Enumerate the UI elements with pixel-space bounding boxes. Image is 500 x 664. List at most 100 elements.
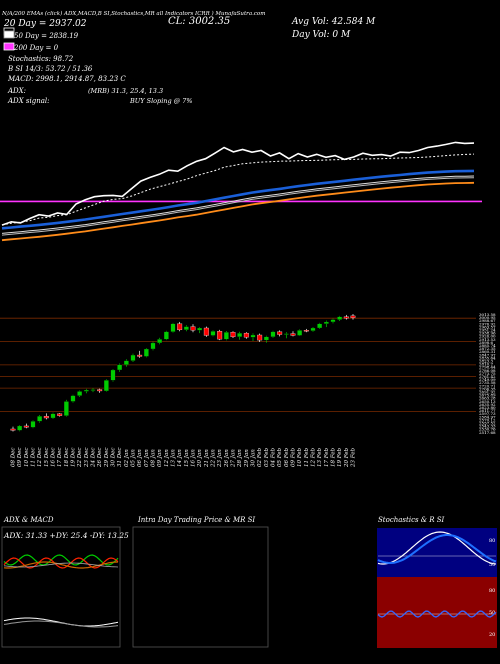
candle-body <box>43 415 49 419</box>
adx-panel-readout: ADX: 31.33 +DY: 25.4 -DY: 13.25 <box>3 531 129 540</box>
ema-orange-line <box>1 181 475 242</box>
macd-readout: MACD: 2998.1, 2914.87, 83.23 C <box>7 75 126 83</box>
candle-body <box>177 323 183 331</box>
date-tick-label: 17 Dec <box>57 448 63 468</box>
ma20-dotted-line <box>1 153 475 226</box>
price-tick-label: 2570.12 <box>479 417 496 422</box>
date-tick-label: 12 Jan <box>164 449 170 467</box>
candle-body <box>57 413 63 416</box>
date-tick-label: 12 Feb <box>311 447 317 467</box>
adx-label: ADX: <box>7 87 26 95</box>
date-tick-label: 11 Feb <box>304 447 310 467</box>
candle-body <box>123 360 129 365</box>
indicator-lines <box>3 531 497 628</box>
candle-body <box>23 425 29 428</box>
date-tick-label: 07 Jan <box>144 449 150 467</box>
price-tick-label: 2860.31 <box>479 349 496 354</box>
header-links: N/A/200 EMAs (click) ADX,MACD,B SI,Stoch… <box>1 10 265 17</box>
price-tick-label: 2926.00 <box>479 334 496 339</box>
price-tick-label: 2872.35 <box>479 346 496 351</box>
date-tick-label: 16 Jan <box>191 449 197 467</box>
candle-body <box>277 331 283 335</box>
date-tick-label: 15 Dec <box>44 448 50 468</box>
ma50-swatch <box>3 30 15 39</box>
buy-signal: BUY Sloping @ 7% <box>129 97 193 105</box>
price-tick-label: 2584.97 <box>479 414 496 419</box>
adx-panel-title: ADX & MACD <box>3 516 54 524</box>
date-tick-label: 19 Dec <box>71 448 77 468</box>
price-tick-label: 3013.58 <box>479 312 496 317</box>
date-tick-label: 13 Jan <box>171 449 177 467</box>
date-tick-label: 05 Feb <box>277 447 283 467</box>
date-tick-label: 17 Feb <box>324 447 330 467</box>
rsi-tick-20: 20 <box>489 632 495 638</box>
bsi-readout: B SI 14/3: 53.72 / 51.36 <box>7 65 93 73</box>
candle-body <box>243 332 249 338</box>
stoch-k-line <box>377 531 497 565</box>
price-tick-label: 2635.92 <box>479 402 496 407</box>
candle-body <box>330 319 336 323</box>
ma20-readout: 20 Day = 2937.02 <box>3 19 87 29</box>
price-tick-label: 2691.92 <box>479 390 496 395</box>
price-tick-label: 2847.97 <box>479 352 496 357</box>
avg-vol-readout: Avg Vol: 42.584 M <box>291 17 376 27</box>
rsi-tick-50: 50 <box>489 610 495 616</box>
candle-body <box>63 401 69 416</box>
price-tick-label: 2675.89 <box>479 393 496 398</box>
candle-body <box>297 330 303 336</box>
price-tick-label: 2720.71 <box>479 383 496 388</box>
price-tick-label: 2663.28 <box>479 396 496 401</box>
date-tick-label: 23 Feb <box>351 447 357 468</box>
candle-body <box>190 326 196 331</box>
candle-body <box>263 336 269 341</box>
date-tick-label: 10 Dec <box>24 448 30 468</box>
close-price-line <box>1 141 475 226</box>
date-tick-label: 23 Jan <box>217 449 223 468</box>
candle-body <box>197 327 203 331</box>
candle-body <box>90 389 96 391</box>
candle-body <box>270 331 276 338</box>
price-tick-label: 2885.74 <box>479 343 496 348</box>
date-tick-label: 19 Feb <box>337 447 343 467</box>
date-tick-label: 22 Jan <box>211 449 217 468</box>
candlesticks <box>10 314 356 432</box>
candle-body <box>290 333 296 336</box>
price-tick-label: 2706.35 <box>479 386 496 391</box>
price-tick-label: 2835.64 <box>479 355 496 360</box>
date-tick-label: 03 Feb <box>264 447 270 467</box>
candle-body <box>283 333 289 335</box>
date-tick-label: 06 Feb <box>284 447 290 467</box>
price-tick-label: 2823.3 <box>479 359 493 364</box>
plus-di-line <box>3 554 119 566</box>
price-gridlines <box>0 317 476 412</box>
candle-body <box>37 415 43 422</box>
ema-blue-line <box>1 169 475 230</box>
price-tick-label: 2517.68 <box>479 430 496 435</box>
stochastics-panel: Stochastics & R SI 80 50 20 80 50 20 <box>377 516 497 648</box>
ma200-swatch <box>3 42 15 51</box>
date-tick-label: 30 Jan <box>251 449 257 467</box>
price-tick-label: 2773.75 <box>479 371 496 376</box>
price-tick-label: 2611.77 <box>479 408 496 413</box>
candle-body <box>143 348 149 357</box>
day-vol-readout: Day Vol: 0 M <box>291 30 351 40</box>
date-tick-label: 05 Jan <box>131 449 137 467</box>
candle-body <box>183 326 189 331</box>
price-tick-label: 2786.08 <box>479 368 496 373</box>
price-tick-label: 2543.33 <box>479 424 496 429</box>
price-tick-label: 2938.96 <box>479 331 496 336</box>
price-tick-label: 2898.6 <box>479 340 493 345</box>
adx-signal-label: ADX signal: <box>7 97 49 105</box>
date-tick-label: 09 Feb <box>291 447 297 467</box>
candle-body <box>203 327 209 336</box>
candle-body <box>337 316 343 320</box>
price-tick-label: 2951.24 <box>479 328 496 333</box>
candle-body <box>323 321 329 324</box>
candle-body <box>170 323 176 332</box>
rsi-tick-80: 80 <box>489 588 495 594</box>
candle-body <box>350 315 356 318</box>
date-tick-label: 14 Jan <box>177 449 183 467</box>
adx-macd-panel: ADX & MACD ADX: 31.33 +DY: 25.4 -DY: 13.… <box>1 516 129 648</box>
ema-grey-line-2 <box>1 175 475 234</box>
date-tick-label: 13 Feb <box>317 447 323 467</box>
